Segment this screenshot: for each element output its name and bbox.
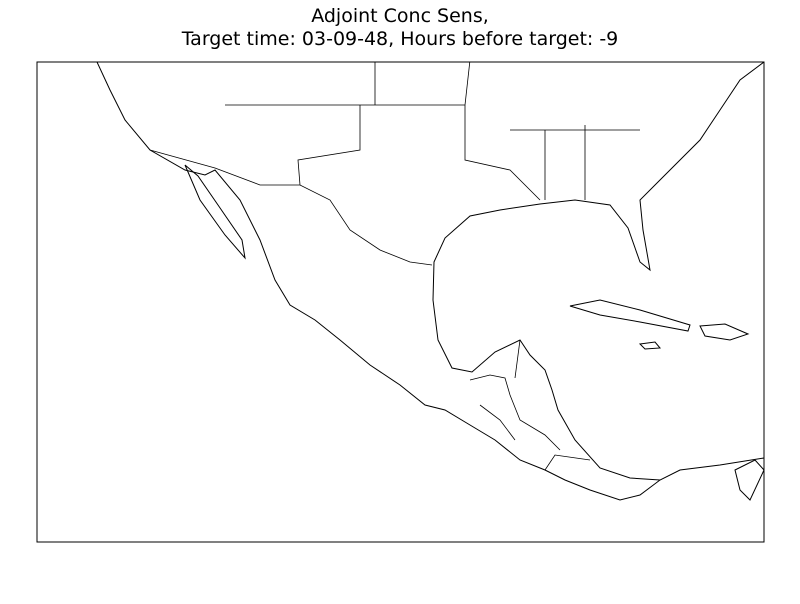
- coastline: [432, 62, 764, 481]
- island: [638, 341, 662, 350]
- island: [699, 323, 750, 341]
- island: [734, 459, 764, 501]
- coastline: [96, 62, 764, 501]
- border: [225, 62, 640, 201]
- title-line: Adjoint Conc Sens,: [311, 5, 489, 27]
- title-line: Target time: 03-09-48, Hours before targ…: [181, 28, 619, 50]
- plot-frame: [36, 61, 765, 543]
- coastlines: [96, 62, 764, 501]
- border: [149, 149, 433, 266]
- border: [469, 339, 591, 471]
- island: [569, 299, 691, 332]
- coastline: [184, 164, 246, 260]
